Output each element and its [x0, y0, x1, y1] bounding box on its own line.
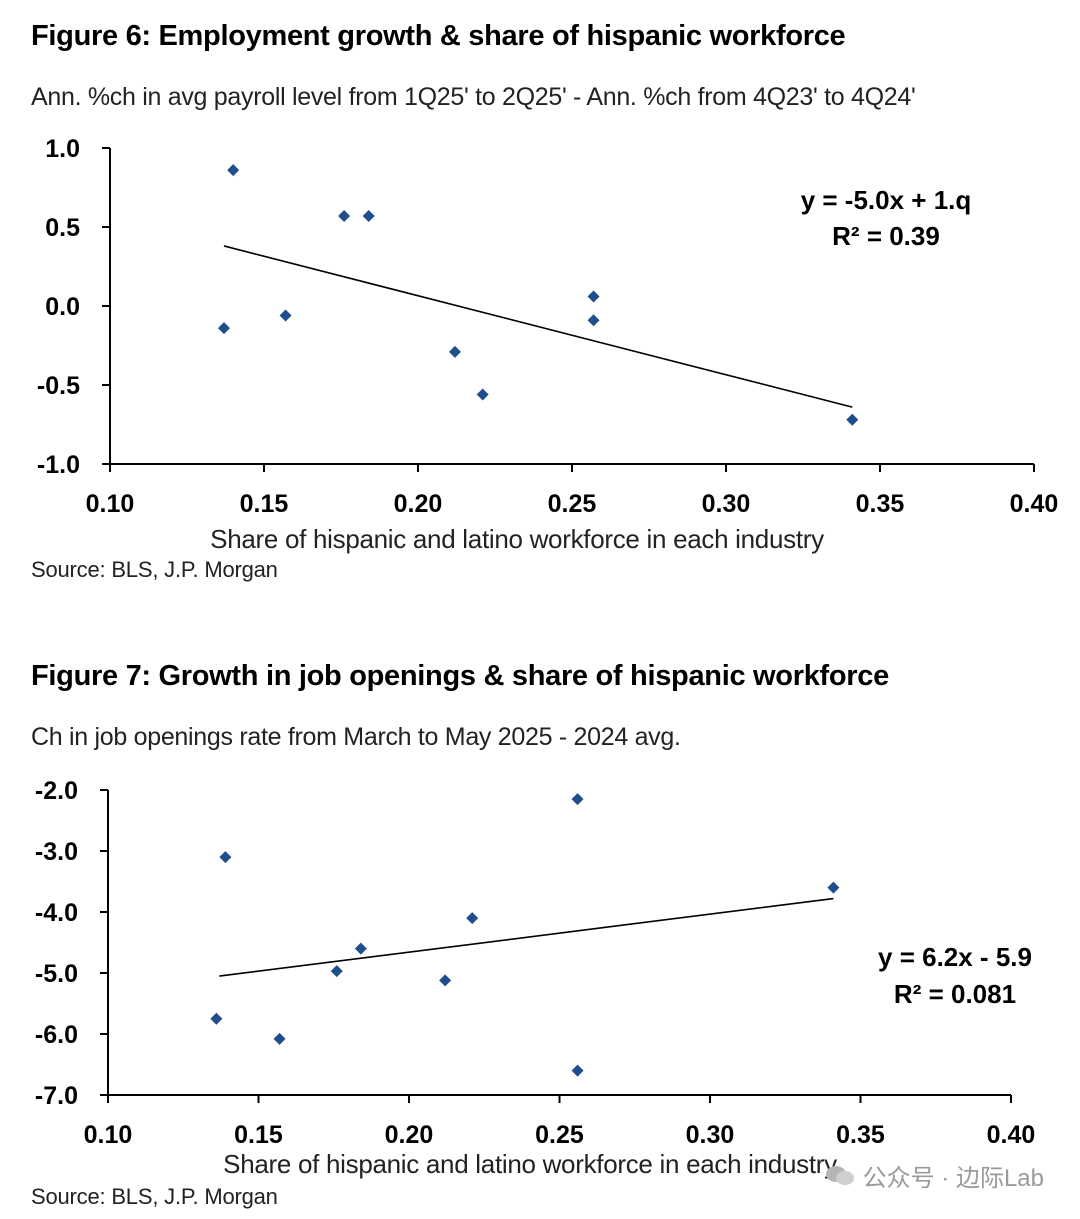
- figure6-x-axis-label: Share of hispanic and latino workforce i…: [210, 524, 824, 554]
- figure7-trendline-group: [219, 897, 834, 977]
- figure6-y-tick-label: -1.0: [37, 451, 80, 479]
- figure6-trendline-group: [223, 245, 853, 408]
- figure7-data-point: [571, 1064, 584, 1077]
- figure7-x-tick-label: 0.10: [84, 1121, 133, 1149]
- figure7-axes: [107, 790, 1011, 1096]
- figure7-data-point: [466, 912, 479, 925]
- figure7-scatter-chart: 0.10 0.15 0.20 0.25 0.30 0.35 0.40 -2.0 -3.0 -4.0…: [35, 777, 1035, 1179]
- figure6-data-point: [227, 164, 240, 177]
- figure7-trendline: [219, 897, 834, 977]
- figure7-y-tick-label: -4.0: [35, 899, 78, 927]
- figure7-x-tick-label: 0.35: [836, 1121, 885, 1149]
- figure7-ticks: 0.10 0.15 0.20 0.25 0.30 0.35 0.40 -2.0 -3.0 -4.0…: [35, 777, 1035, 1149]
- figure6-data-point: [217, 322, 230, 335]
- figure7-data-point: [210, 1012, 223, 1025]
- watermark-text: 公众号 · 边际Lab: [862, 1165, 1044, 1192]
- figure6-x-tick-label: 0.40: [1010, 490, 1059, 518]
- figure7-points: [210, 793, 840, 1077]
- figure6-y-tick-label: 0.5: [45, 214, 80, 242]
- figure6-r-squared: R² = 0.39: [832, 221, 940, 251]
- figure7-data-point: [439, 974, 452, 987]
- figure7-data-point: [827, 881, 840, 894]
- figure7-y-tick-label: -7.0: [35, 1082, 78, 1110]
- figure7-y-tick-label: -5.0: [35, 960, 78, 988]
- figure7-x-tick-label: 0.40: [987, 1121, 1036, 1149]
- figure6-y-tick-label: 0.0: [45, 293, 80, 321]
- figure7-x-tick-label: 0.15: [234, 1121, 283, 1149]
- figure6-x-tick-label: 0.25: [548, 490, 597, 518]
- figure7-y-tick-label: -3.0: [35, 838, 78, 866]
- figure7-data-point: [354, 942, 367, 955]
- figure6-y-tick-label: -0.5: [37, 372, 80, 400]
- figure6-source: Source: BLS, J.P. Morgan: [31, 557, 278, 582]
- figure7-y-tick-label: -6.0: [35, 1021, 78, 1049]
- wechat-icon: [825, 1165, 854, 1185]
- figure7-subtitle: Ch in job openings rate from March to Ma…: [31, 723, 681, 751]
- figure6-trendline: [223, 245, 853, 408]
- figure6-points: [217, 164, 859, 426]
- figure6-data-point: [587, 290, 600, 303]
- figure6-x-tick-label: 0.20: [394, 490, 443, 518]
- figure6-x-tick-label: 0.35: [856, 490, 905, 518]
- figure6-data-point: [448, 345, 461, 358]
- figure6-y-tick-label: 1.0: [45, 135, 80, 163]
- figure6-data-point: [279, 309, 292, 322]
- watermark: 公众号 · 边际Lab: [825, 1158, 1044, 1193]
- figure7-title: Figure 7: Growth in job openings & share…: [31, 660, 889, 692]
- figure6-equation: y = -5.0x + 1.q: [801, 185, 972, 215]
- figure7-x-tick-label: 0.20: [385, 1121, 434, 1149]
- figure7-y-tick-label: -2.0: [35, 777, 78, 805]
- figure7-source: Source: BLS, J.P. Morgan: [31, 1184, 278, 1209]
- figure7-equation: y = 6.2x - 5.9: [878, 942, 1032, 972]
- figure6-x-tick-label: 0.30: [702, 490, 751, 518]
- figure6-data-point: [846, 413, 859, 426]
- figure7-data-point: [219, 851, 232, 864]
- figure6-data-point: [362, 209, 375, 222]
- figure7-data-point: [330, 965, 343, 978]
- figure6-x-tick-label: 0.15: [240, 490, 289, 518]
- figure6-data-point: [338, 209, 351, 222]
- figure7-data-point: [273, 1032, 286, 1045]
- figure7-x-tick-label: 0.25: [535, 1121, 584, 1149]
- figure7-x-tick-label: 0.30: [686, 1121, 735, 1149]
- figure6-data-point: [476, 388, 489, 401]
- figure7-data-point: [571, 793, 584, 806]
- figure6-subtitle: Ann. %ch in avg payroll level from 1Q25'…: [31, 83, 916, 111]
- figure6-scatter-chart: 0.10 0.15 0.20 0.25 0.30 0.35 0.40 1.0 0.5 0.0 -0.…: [37, 135, 1058, 554]
- figure6-title: Figure 6: Employment growth & share of h…: [31, 20, 846, 52]
- figure6-x-tick-label: 0.10: [86, 490, 135, 518]
- figure7-r-squared: R² = 0.081: [894, 979, 1016, 1009]
- figure6-ticks: 0.10 0.15 0.20 0.25 0.30 0.35 0.40 1.0 0.5 0.0 -0.…: [37, 135, 1058, 518]
- figure7-x-axis-label: Share of hispanic and latino workforce i…: [223, 1149, 837, 1179]
- figure6-data-point: [587, 314, 600, 327]
